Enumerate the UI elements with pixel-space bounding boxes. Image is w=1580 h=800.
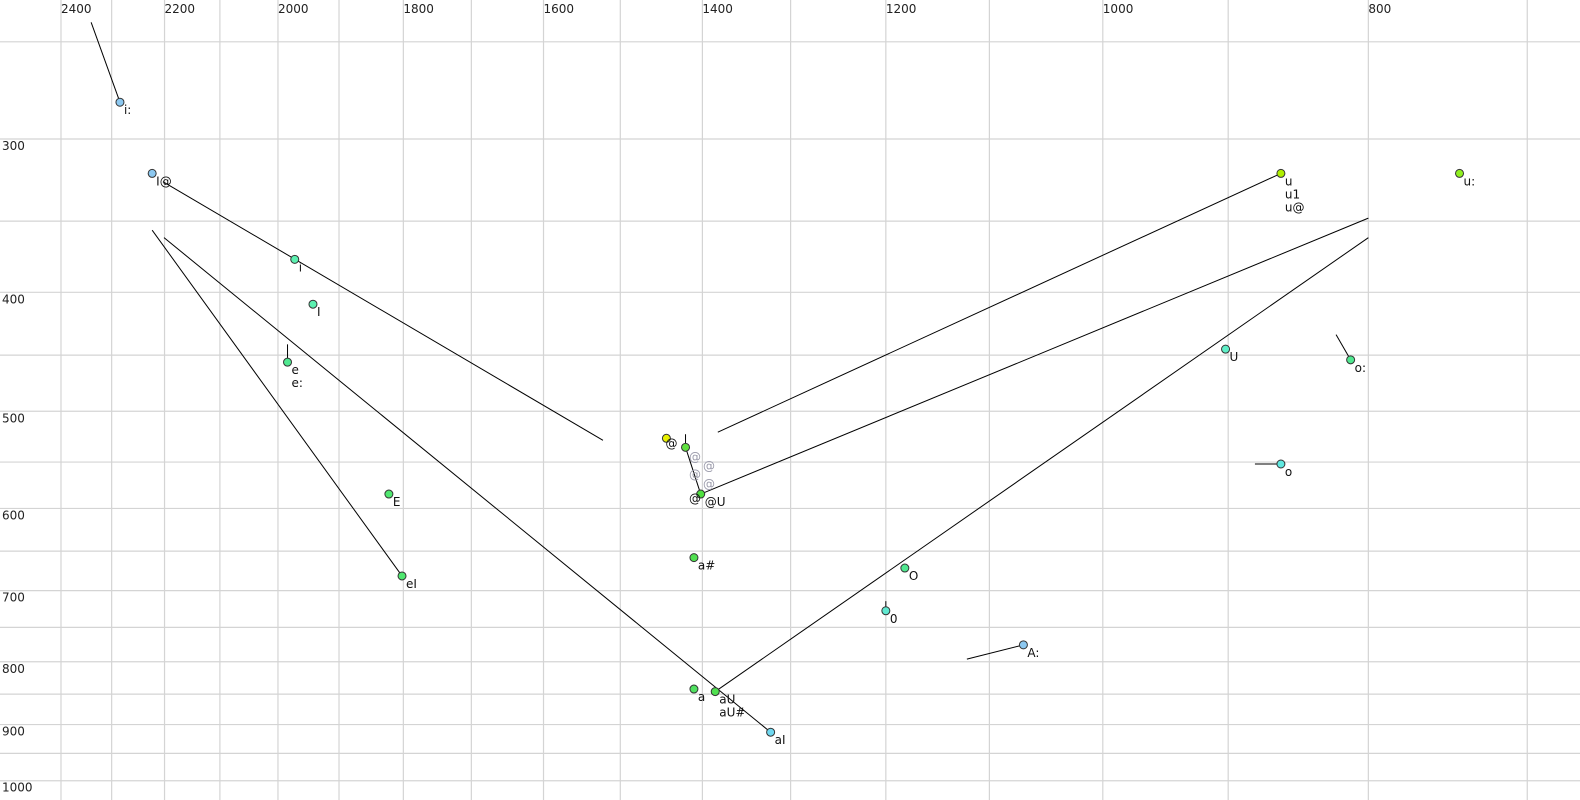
trajectory-line bbox=[162, 181, 604, 441]
trajectory-line bbox=[717, 172, 1282, 433]
symbol-label: @ bbox=[689, 492, 701, 506]
y-tick-label: 900 bbox=[2, 725, 25, 739]
point-label: u bbox=[1285, 174, 1293, 188]
data-point bbox=[1276, 168, 1286, 178]
data-point bbox=[661, 433, 671, 443]
data-point bbox=[308, 299, 318, 309]
point-label: o bbox=[1285, 465, 1292, 479]
point-label: a# bbox=[698, 559, 715, 573]
data-point bbox=[1221, 344, 1231, 354]
point-label: I@ bbox=[156, 174, 172, 188]
data-point bbox=[115, 97, 125, 107]
symbol-label: @ bbox=[689, 468, 701, 482]
y-tick-label: 300 bbox=[2, 139, 25, 153]
x-tick-label: 800 bbox=[1368, 2, 1391, 16]
data-point bbox=[689, 684, 699, 694]
point-label: @U bbox=[705, 495, 726, 509]
trajectory-line bbox=[714, 237, 1369, 692]
point-label: aU bbox=[719, 693, 735, 707]
point-label: a bbox=[698, 690, 705, 704]
data-point bbox=[710, 687, 720, 697]
x-tick-label: 1600 bbox=[544, 2, 575, 16]
trajectory-line bbox=[685, 447, 702, 495]
data-point bbox=[384, 489, 394, 499]
x-tick-label: 2200 bbox=[165, 2, 196, 16]
data-point bbox=[689, 553, 699, 563]
x-tick-label: 2400 bbox=[61, 2, 92, 16]
data-point bbox=[900, 563, 910, 573]
symbol-label: @ bbox=[703, 477, 715, 491]
x-tick-label: 1800 bbox=[403, 2, 434, 16]
trajectory-line bbox=[966, 644, 1024, 660]
point-label: U bbox=[1230, 350, 1239, 364]
y-tick-label: 700 bbox=[2, 591, 25, 605]
point-label: i bbox=[299, 260, 302, 274]
point-label: u@ bbox=[1285, 200, 1305, 214]
trajectory-line bbox=[151, 229, 403, 577]
point-label: eI bbox=[406, 577, 417, 591]
point-label: i: bbox=[124, 103, 131, 117]
trajectory-line bbox=[1335, 334, 1352, 361]
symbol-label: @ bbox=[703, 459, 715, 473]
y-tick-label: 1000 bbox=[2, 781, 33, 795]
y-tick-label: 500 bbox=[2, 411, 25, 425]
point-label: I bbox=[317, 305, 321, 319]
x-tick-label: 1000 bbox=[1103, 2, 1134, 16]
tick-labels: 2400 2200 2000 1800 1600 1400 1200 1000 800 300 40… bbox=[2, 2, 1391, 795]
point-label: A: bbox=[1027, 646, 1039, 660]
data-point bbox=[1455, 168, 1465, 178]
symbol-label: @ bbox=[666, 436, 678, 450]
point-label: u: bbox=[1464, 174, 1476, 188]
data-point bbox=[1276, 459, 1286, 469]
y-tick-label: 800 bbox=[2, 662, 25, 676]
point-label: aI bbox=[775, 733, 786, 747]
data-point bbox=[1018, 640, 1028, 650]
x-tick-label: 1400 bbox=[702, 2, 733, 16]
y-tick-label: 600 bbox=[2, 508, 25, 522]
data-point bbox=[290, 254, 300, 264]
data-points bbox=[115, 97, 1465, 737]
point-label: e: bbox=[292, 376, 303, 390]
point-label: e bbox=[292, 363, 299, 377]
data-point bbox=[766, 727, 776, 737]
trajectory-lines bbox=[90, 22, 1369, 733]
x-tick-label: 1200 bbox=[886, 2, 917, 16]
data-point bbox=[1346, 355, 1356, 365]
data-point bbox=[397, 571, 407, 581]
point-label: u1 bbox=[1285, 187, 1300, 201]
data-point bbox=[283, 357, 293, 367]
point-label: 0 bbox=[890, 612, 898, 626]
point-label: aU# bbox=[719, 706, 745, 720]
point-label: o: bbox=[1355, 361, 1366, 375]
point-label: O bbox=[909, 569, 918, 583]
symbol-label: @ bbox=[689, 450, 701, 464]
y-tick-label: 400 bbox=[2, 292, 25, 306]
data-point bbox=[696, 489, 706, 499]
point-label: E bbox=[393, 495, 401, 509]
data-point bbox=[147, 168, 157, 178]
trajectory-line bbox=[700, 217, 1369, 495]
x-tick-label: 2000 bbox=[278, 2, 309, 16]
trajectory-line bbox=[90, 22, 121, 103]
data-point bbox=[881, 606, 891, 616]
trajectory-line bbox=[163, 237, 771, 733]
data-point bbox=[681, 442, 691, 452]
